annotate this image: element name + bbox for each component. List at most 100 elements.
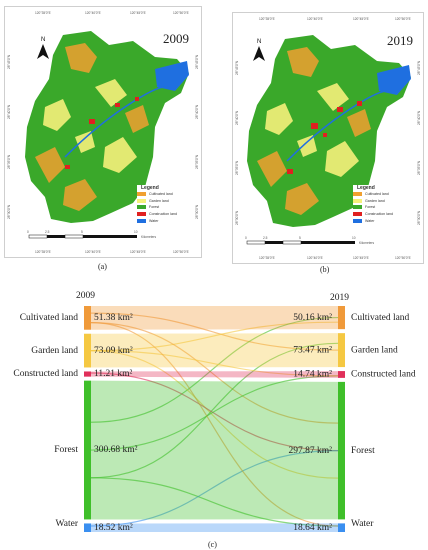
coord-bottom-3: 120°45'0"E [130, 250, 146, 254]
year-label-2009: 2009 [163, 31, 189, 46]
svg-text:5: 5 [81, 230, 83, 234]
sankey-left-year: 2009 [76, 291, 95, 301]
legend-item-construction: Construction land [353, 211, 409, 218]
sankey-left-value-2: 11.21 km² [94, 369, 133, 379]
svg-text:2.5: 2.5 [45, 230, 50, 234]
map-panel-2019: 120°35'0"E 120°40'0"E 120°45'0"E 120°50'… [232, 12, 424, 264]
coord-top-4: 120°50'0"E [173, 11, 189, 15]
svg-text:0: 0 [245, 236, 247, 240]
svg-text:5: 5 [299, 236, 301, 240]
sankey-right-value-4: 18.64 km² [293, 523, 332, 533]
sankey-flow-8 [90, 477, 339, 527]
coord-top-1: 120°35'0"E [259, 17, 275, 21]
legend-title: Legend [357, 185, 375, 191]
sankey-right-label-3: Forest [351, 446, 375, 456]
sankey-flow-4 [90, 349, 339, 479]
sankey-nodes [84, 306, 345, 532]
coord-bottom-4: 120°50'0"E [395, 256, 411, 260]
coord-right-3: 28°35'0"N [195, 154, 199, 169]
sankey-left-value-1: 73.09 km² [94, 346, 133, 356]
scale-bar-2009: 0 2.5 5 10 Kilometers [27, 230, 156, 239]
sankey-left-label-4: Water [56, 519, 79, 529]
sankey-left-value-4: 18.52 km² [94, 523, 133, 533]
legend-title: Legend [141, 185, 159, 191]
sankey-node-left-4 [84, 523, 91, 532]
sankey-right-label-1: Garden land [351, 345, 398, 355]
svg-text:2.5: 2.5 [263, 236, 268, 240]
svg-text:Kilometers: Kilometers [141, 235, 156, 239]
sankey-bands [91, 306, 338, 532]
sankey-node-left-3 [84, 380, 91, 520]
sankey-node-left-1 [84, 333, 91, 368]
coord-bottom-3: 120°45'0"E [353, 256, 369, 260]
sankey-flow-3 [90, 316, 339, 423]
sankey-flow-1 [90, 321, 339, 352]
coord-top-1: 120°35'0"E [35, 11, 51, 15]
coord-right-1: 28°45'0"N [195, 54, 199, 69]
svg-text:Kilometers: Kilometers [359, 241, 374, 245]
map-panel-2009: 120°35'0"E 120°40'0"E 120°45'0"E 120°50'… [4, 6, 202, 258]
legend-item-cultivated: Cultivated land [137, 191, 193, 198]
sankey-right-value-3: 297.87 km² [289, 446, 333, 456]
coord-bottom-1: 120°35'0"E [259, 256, 275, 260]
sankey-left-label-1: Garden land [31, 346, 78, 356]
sankey-diagram: 2009 2019 Cultivated land 51.38 km² Garden… [13, 291, 416, 533]
sankey-flow-11 [90, 322, 339, 527]
sankey-flow-0 [90, 312, 339, 351]
sankey-right-value-2: 14.74 km² [293, 370, 332, 380]
coord-left-2: 28°40'0"N [235, 110, 239, 125]
svg-text:10: 10 [134, 230, 138, 234]
sankey-labels: Cultivated land 51.38 km² Garden land 73.09… [13, 313, 416, 533]
legend-item-forest: Forest [137, 204, 193, 211]
north-arrow-icon: N [253, 39, 265, 61]
coord-right-1: 28°45'0"N [417, 60, 421, 75]
map-2019: 120°35'0"E 120°40'0"E 120°45'0"E 120°50'… [235, 17, 421, 260]
sankey-node-right-2 [338, 371, 345, 378]
sankey-flow-6 [90, 372, 339, 452]
sankey-node-right-1 [338, 333, 345, 368]
sankey-left-label-0: Cultivated land [20, 313, 79, 323]
map-2009: 120°35'0"E 120°40'0"E 120°45'0"E 120°50'… [7, 11, 199, 254]
legend-item-garden: Garden land [137, 198, 193, 205]
svg-text:10: 10 [352, 236, 356, 240]
sankey-left-value-0: 51.38 km² [94, 313, 133, 323]
svg-text:N: N [257, 39, 261, 45]
coord-top-4: 120°50'0"E [395, 17, 411, 21]
north-arrow-icon: N [37, 37, 49, 59]
sankey-left-label-2: Constructed land [13, 369, 78, 379]
legend-item-water: Water [353, 217, 409, 224]
coord-right-2: 28°40'0"N [417, 110, 421, 125]
caption-a: (a) [98, 262, 107, 271]
coord-left-1: 28°45'0"N [7, 54, 11, 69]
sankey-node-left-0 [84, 306, 91, 330]
coord-top-2: 120°40'0"E [307, 17, 323, 21]
sankey-node-right-4 [338, 523, 345, 532]
sankey-flows [90, 312, 339, 527]
region-map-2009 [25, 31, 189, 223]
svg-text:0: 0 [27, 230, 29, 234]
sankey-right-label-0: Cultivated land [351, 313, 410, 323]
caption-c: (c) [208, 540, 217, 549]
region-map-2019 [247, 35, 411, 227]
coord-left-2: 28°40'0"N [7, 104, 11, 119]
sankey-right-label-2: Constructed land [351, 370, 416, 380]
coord-left-4: 28°30'0"N [7, 204, 11, 219]
sankey-flow-7 [90, 375, 339, 451]
legend-item-construction: Construction land [137, 211, 193, 218]
legend-item-garden: Garden land [353, 198, 409, 205]
coord-right-2: 28°40'0"N [195, 104, 199, 119]
coord-right-4: 28°30'0"N [417, 210, 421, 225]
sankey-node-left-2 [84, 371, 91, 377]
legend-item-cultivated: Cultivated land [353, 191, 409, 198]
coord-left-3: 28°35'0"N [7, 154, 11, 169]
caption-b: (b) [320, 265, 330, 274]
sankey-left-value-3: 300.68 km² [94, 445, 138, 455]
coord-bottom-2: 120°40'0"E [307, 256, 323, 260]
coord-bottom-4: 120°50'0"E [173, 250, 189, 254]
sankey-band-1 [91, 333, 338, 368]
coord-left-4: 28°30'0"N [235, 210, 239, 225]
svg-text:N: N [41, 37, 45, 43]
sankey-band-4 [91, 523, 338, 532]
coord-top-3: 120°45'0"E [130, 11, 146, 15]
scale-bar-2019: 0 2.5 5 10 Kilometers [245, 236, 374, 245]
